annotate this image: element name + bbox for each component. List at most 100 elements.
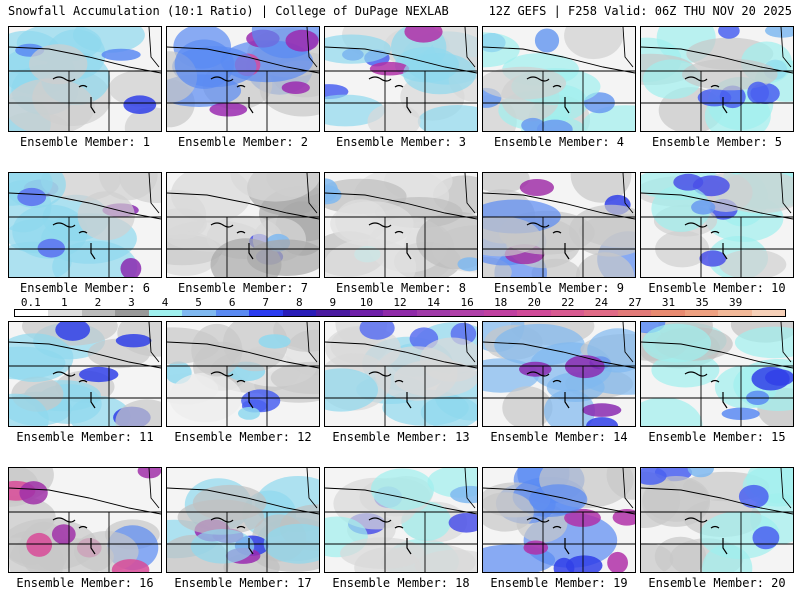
colorbar <box>14 309 786 317</box>
colorbar-tick-label: 35 <box>695 296 709 309</box>
colorbar-swatch <box>148 310 183 316</box>
ensemble-member-label: Ensemble Member: 5 <box>651 135 783 149</box>
ensemble-member-map <box>166 321 320 427</box>
snowfall-field <box>167 27 319 131</box>
ensemble-member-map <box>640 321 794 427</box>
colorbar-tick-label: 20 <box>527 296 541 309</box>
ensemble-member-map <box>8 172 162 278</box>
snowfall-field <box>9 468 161 572</box>
ensemble-member-label: Ensemble Member: 14 <box>490 430 628 444</box>
ensemble-member-map <box>482 467 636 573</box>
ensemble-member-label: Ensemble Member: 12 <box>174 430 312 444</box>
ensemble-member-map <box>482 172 636 278</box>
ensemble-member-label: Ensemble Member: 3 <box>335 135 467 149</box>
colorbar-tick-label: 39 <box>729 296 743 309</box>
colorbar-swatch <box>617 310 652 316</box>
ensemble-member-label: Ensemble Member: 2 <box>177 135 309 149</box>
colorbar-tick-label: 12 <box>393 296 407 309</box>
colorbar-swatch <box>215 310 250 316</box>
colorbar-swatch <box>416 310 451 316</box>
ensemble-member-map <box>324 321 478 427</box>
colorbar-tick-label: 9 <box>329 296 337 309</box>
colorbar-swatch <box>249 310 283 316</box>
colorbar-swatch <box>48 310 82 316</box>
colorbar-swatch <box>115 310 149 316</box>
snowfall-field <box>483 322 635 426</box>
snowfall-field <box>167 468 319 572</box>
colorbar-tick-label: 1 <box>61 296 68 309</box>
colorbar-swatch <box>584 310 618 316</box>
ensemble-member-label: Ensemble Member: 8 <box>335 281 467 295</box>
snowfall-field <box>325 322 477 426</box>
run-valid-time: 12Z GEFS | F258 Valid: 06Z THU NOV 20 20… <box>488 4 792 18</box>
ensemble-member-map <box>166 172 320 278</box>
ensemble-member-map <box>324 467 478 573</box>
colorbar-tick-label: 0.1 <box>20 296 41 309</box>
ensemble-member-label: Ensemble Member: 17 <box>174 576 312 590</box>
snowfall-field <box>483 173 635 277</box>
snowfall-field <box>9 27 161 131</box>
ensemble-member-label: Ensemble Member: 11 <box>16 430 154 444</box>
ensemble-member-map <box>482 321 636 427</box>
snowfall-field <box>325 173 477 277</box>
ensemble-member-label: Ensemble Member: 6 <box>19 281 151 295</box>
ensemble-member-label: Ensemble Member: 16 <box>16 576 154 590</box>
ensemble-member-label: Ensemble Member: 18 <box>332 576 470 590</box>
ensemble-member-label: Ensemble Member: 10 <box>648 281 786 295</box>
ensemble-member-map <box>640 26 794 132</box>
colorbar-tick-label: 3 <box>128 296 135 309</box>
colorbar-tick-label: 24 <box>594 296 609 309</box>
colorbar-tick-label: 22 <box>561 296 575 309</box>
colorbar-swatch <box>718 310 752 316</box>
snowfall-field <box>167 173 319 277</box>
snowfall-field <box>641 27 793 131</box>
colorbar-swatch <box>483 310 518 316</box>
ensemble-member-label: Ensemble Member: 15 <box>648 430 786 444</box>
ensemble-member-map <box>640 172 794 278</box>
colorbar-swatch <box>349 310 384 316</box>
ensemble-member-map <box>482 26 636 132</box>
ensemble-member-label: Ensemble Member: 7 <box>177 281 309 295</box>
colorbar-swatch <box>282 310 317 316</box>
snowfall-field <box>641 468 793 572</box>
colorbar-tick-label: 2 <box>94 296 102 309</box>
colorbar-tick-label: 8 <box>295 296 303 309</box>
colorbar-tick-label: 10 <box>359 296 374 309</box>
colorbar-swatch <box>450 310 484 316</box>
colorbar-swatch <box>684 310 719 316</box>
colorbar-swatch <box>651 310 685 316</box>
colorbar-tick-label: 7 <box>262 296 270 309</box>
colorbar-labels: 0.1 1 2 3 4 5 6 7 8 9 10 12 14 16 18 20 22 24 27 31 35 39 <box>14 296 786 309</box>
colorbar-swatch <box>81 310 116 316</box>
snowfall-field <box>483 468 635 572</box>
colorbar-swatch <box>550 310 585 316</box>
colorbar-swatch <box>383 310 417 316</box>
ensemble-member-label: Ensemble Member: 13 <box>332 430 470 444</box>
ensemble-member-map <box>166 467 320 573</box>
colorbar-tick-label: 6 <box>228 296 236 309</box>
colorbar-tick-label: 5 <box>195 296 202 309</box>
map-title: Snowfall Accumulation (10:1 Ratio) | Col… <box>8 4 449 18</box>
colorbar-tick-label: 16 <box>460 296 474 309</box>
colorbar-swatch <box>15 310 49 316</box>
ensemble-member-label: Ensemble Member: 20 <box>648 576 786 590</box>
ensemble-member-map <box>166 26 320 132</box>
ensemble-member-label: Ensemble Member: 9 <box>493 281 625 295</box>
snowfall-field <box>325 468 477 572</box>
ensemble-member-map <box>324 26 478 132</box>
snowfall-field <box>483 27 635 131</box>
ensemble-member-map <box>324 172 478 278</box>
colorbar-swatch <box>751 310 786 316</box>
snowfall-field <box>9 173 161 277</box>
ensemble-member-label: Ensemble Member: 1 <box>19 135 151 149</box>
snowfall-field <box>325 27 477 131</box>
colorbar-tick-label: 14 <box>426 296 441 309</box>
snowfall-field <box>641 322 793 426</box>
colorbar-swatch <box>182 310 216 316</box>
snowfall-field <box>9 322 161 426</box>
colorbar-swatch <box>316 310 350 316</box>
snowfall-field <box>167 322 319 426</box>
colorbar-swatch <box>517 310 551 316</box>
colorbar-tick-label: 4 <box>161 296 169 309</box>
ensemble-member-label: Ensemble Member: 4 <box>493 135 625 149</box>
